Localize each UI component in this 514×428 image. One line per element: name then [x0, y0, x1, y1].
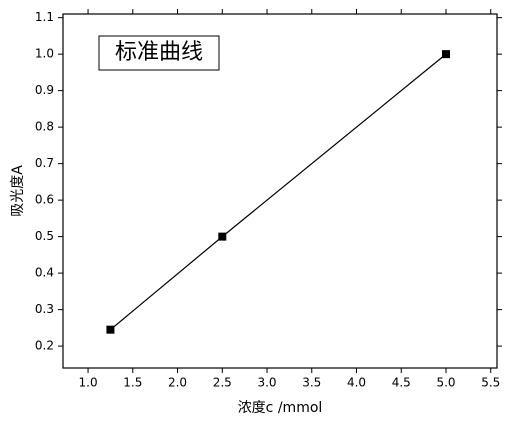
y-tick-label: 0.8	[35, 120, 54, 134]
y-tick-label: 1.0	[35, 47, 54, 61]
y-tick-label: 0.6	[35, 193, 54, 207]
series-line	[110, 53, 447, 331]
x-tick-label: 4.5	[392, 376, 411, 390]
plot-frame	[62, 13, 498, 369]
x-tick-label: 3.5	[302, 376, 321, 390]
x-tick-label: 2.0	[168, 376, 187, 390]
x-tick-label: 5.0	[436, 376, 455, 390]
point	[106, 325, 115, 334]
y-tick-label: 0.4	[35, 266, 54, 280]
y-tick-label: 0.7	[35, 156, 54, 170]
point	[218, 232, 227, 241]
x-axis-label: 浓度c /mmol	[238, 400, 323, 416]
x-tick-label: 3.0	[257, 376, 276, 390]
x-tick-label: 4.0	[347, 376, 366, 390]
y-tick-label: 0.5	[35, 229, 54, 243]
y-tick-label: 0.3	[35, 302, 54, 316]
y-tick-label: 0.2	[35, 339, 54, 353]
x-tick-label: 1.5	[123, 376, 142, 390]
annotation: 标准曲线	[115, 40, 203, 65]
point	[441, 50, 450, 59]
x-tick-label: 1.0	[79, 376, 98, 390]
y-axis-label: 吸光度A	[10, 165, 26, 217]
annotation-box	[98, 35, 220, 71]
y-tick-label: 1.1	[35, 10, 54, 24]
x-tick-label: 5.5	[481, 376, 500, 390]
y-tick-label: 0.9	[35, 83, 54, 97]
x-tick-label: 2.5	[213, 376, 232, 390]
